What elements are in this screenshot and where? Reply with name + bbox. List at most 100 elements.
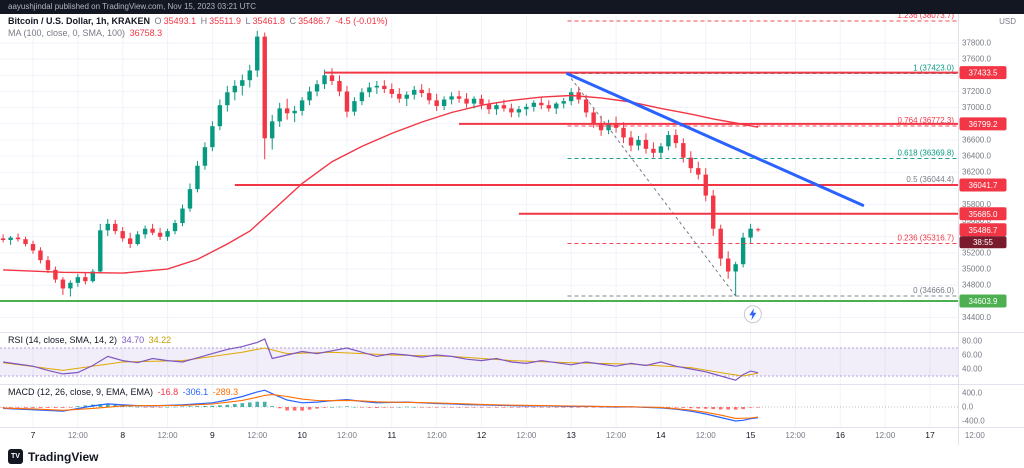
price-badge bbox=[959, 207, 1007, 221]
candle bbox=[225, 92, 230, 106]
close-label: C bbox=[289, 16, 297, 26]
symbol-title: Bitcoin / U.S. Dollar, 1h, KRAKEN bbox=[8, 16, 151, 26]
candle bbox=[733, 264, 738, 272]
svg-text:400.0: 400.0 bbox=[962, 389, 983, 398]
candle bbox=[217, 105, 223, 127]
candle bbox=[75, 277, 81, 283]
rsi-ma-line bbox=[3, 347, 759, 377]
candle bbox=[740, 237, 746, 265]
candle bbox=[673, 135, 679, 144]
candle bbox=[53, 269, 58, 280]
candle bbox=[299, 100, 305, 111]
macd-signal-value: -289.3 bbox=[212, 387, 239, 397]
svg-text:11: 11 bbox=[387, 430, 396, 440]
candle bbox=[598, 122, 604, 131]
candle bbox=[456, 96, 462, 99]
macd-hist-value: -16.8 bbox=[157, 387, 179, 397]
candle bbox=[187, 189, 193, 209]
ma100-line bbox=[3, 94, 759, 274]
svg-text:35685.0: 35685.0 bbox=[969, 210, 998, 219]
candle bbox=[98, 230, 103, 272]
open-value: 35493.1 bbox=[163, 16, 197, 26]
tradingview-logo-text[interactable]: TradingView bbox=[28, 449, 99, 464]
candle bbox=[412, 89, 417, 95]
svg-text:10: 10 bbox=[297, 430, 307, 440]
macd-pane bbox=[0, 389, 958, 422]
resistance-lines[interactable] bbox=[234, 71, 958, 215]
high-value: 35511.9 bbox=[209, 16, 241, 26]
price-badge bbox=[959, 117, 1007, 131]
svg-text:34603.9: 34603.9 bbox=[969, 297, 998, 306]
candle bbox=[569, 92, 574, 102]
candle bbox=[15, 237, 21, 240]
candle bbox=[352, 101, 357, 112]
svg-text:12:00: 12:00 bbox=[516, 431, 537, 440]
tradingview-logo-icon[interactable]: TV bbox=[8, 449, 23, 464]
bottom-brand-bar: TV TradingView bbox=[0, 445, 1024, 468]
candle bbox=[120, 231, 125, 239]
fib-level-label: 1 (37423.0) bbox=[913, 63, 954, 72]
symbol-legend: Bitcoin / U.S. Dollar, 1h, KRAKEN O 35493… bbox=[8, 16, 390, 26]
price-gridlines bbox=[0, 42, 958, 318]
svg-text:12:00: 12:00 bbox=[158, 431, 179, 440]
svg-text:36400.0: 36400.0 bbox=[962, 152, 991, 161]
candle bbox=[404, 94, 409, 99]
svg-text:35600.0: 35600.0 bbox=[962, 216, 991, 225]
close-value: 35486.7 bbox=[298, 16, 331, 26]
candle bbox=[516, 109, 522, 113]
candle bbox=[270, 121, 275, 139]
lightning-icon[interactable] bbox=[743, 305, 762, 324]
fib-level-label: 0.236 (35316.7) bbox=[898, 233, 955, 242]
svg-text:35486.7: 35486.7 bbox=[969, 226, 998, 235]
candle bbox=[240, 80, 245, 86]
low-value: 35461.8 bbox=[252, 16, 286, 26]
candle bbox=[142, 228, 148, 235]
svg-text:-400.0: -400.0 bbox=[962, 417, 985, 426]
candle bbox=[636, 139, 641, 146]
candle bbox=[337, 80, 342, 92]
candle bbox=[210, 126, 215, 148]
candle bbox=[621, 127, 626, 138]
candle bbox=[725, 258, 731, 272]
rsi-ma-value: 34.22 bbox=[148, 335, 172, 345]
price-badge bbox=[959, 178, 1007, 192]
time-gridlines bbox=[32, 16, 931, 427]
svg-text:16: 16 bbox=[836, 430, 846, 440]
price-badge bbox=[959, 294, 1007, 308]
price-badge bbox=[959, 223, 1007, 237]
candle bbox=[45, 260, 51, 270]
candle bbox=[389, 89, 394, 94]
svg-text:35000.0: 35000.0 bbox=[962, 265, 991, 274]
rsi-value: 34.70 bbox=[121, 335, 145, 345]
svg-text:12:00: 12:00 bbox=[965, 431, 986, 440]
candle bbox=[561, 101, 566, 104]
svg-text:37200.0: 37200.0 bbox=[962, 87, 991, 96]
candle bbox=[232, 85, 238, 93]
candle bbox=[591, 112, 596, 123]
svg-text:12:00: 12:00 bbox=[606, 431, 627, 440]
candle bbox=[180, 208, 185, 224]
rsi-legend: RSI (14, close, SMA, 14, 2) 34.70 34.22 bbox=[8, 335, 173, 345]
svg-text:60.00: 60.00 bbox=[962, 351, 983, 360]
candle bbox=[486, 104, 492, 110]
candle bbox=[38, 250, 43, 261]
trendline[interactable] bbox=[565, 72, 865, 207]
candle bbox=[583, 99, 589, 113]
candle bbox=[606, 123, 611, 131]
rsi-axis-labels: 80.00 60.00 40.00 bbox=[962, 337, 983, 374]
svg-text:36600.0: 36600.0 bbox=[962, 135, 991, 144]
fib-level-label: 0 (34666.0) bbox=[913, 286, 954, 295]
candle bbox=[479, 98, 484, 105]
svg-text:14: 14 bbox=[656, 430, 666, 440]
candle bbox=[359, 92, 365, 102]
svg-text:17: 17 bbox=[925, 430, 935, 440]
candle bbox=[292, 110, 297, 114]
candle bbox=[113, 223, 118, 232]
svg-text:8: 8 bbox=[120, 430, 125, 440]
ma-legend: MA (100, close, 0, SMA, 100) 36758.3 bbox=[8, 28, 164, 38]
svg-text:9: 9 bbox=[210, 430, 215, 440]
candle bbox=[688, 157, 693, 169]
candle bbox=[90, 271, 95, 282]
price-badges[interactable]: 37433.5 36799.2 36041.7 35685.0 35486.7 38:55… bbox=[959, 66, 1007, 308]
